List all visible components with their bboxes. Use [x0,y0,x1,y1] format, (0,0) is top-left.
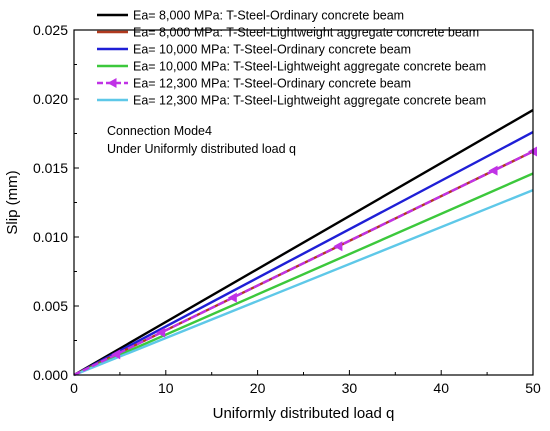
y-tick-label-2: 0.010 [33,229,68,245]
legend-label-4: Ea= 10,000 MPa: T-Steel-Lightweight aggr… [133,60,486,74]
series-line-1 [73,109,534,377]
series-5-marker-5 [488,165,498,176]
series-line-3 [73,131,534,377]
legend-marker-5 [107,78,117,88]
tick-layer: 0 10 20 30 40 50 0.000 0.005 0.010 0.015 0.020 0.02… [33,22,541,396]
legend-label-2: Ea= 8,000 MPa: T-Steel-Lightweight aggre… [133,26,479,40]
x-tick-label-4: 40 [433,380,449,396]
y-tick-label-5: 0.025 [33,22,68,38]
x-tick-label-3: 30 [342,380,358,396]
legend-label-5: Ea= 12,300 MPa: T-Steel-Ordinary concret… [133,77,411,91]
y-tick-label-4: 0.020 [33,91,68,107]
legend-label-6: Ea= 12,300 MPa: T-Steel-Lightweight aggr… [133,94,486,108]
series-5-marker-2 [156,327,166,338]
series-line-5 [73,150,534,377]
y-tick-label-1: 0.005 [33,298,68,314]
legend-label-3: Ea= 10,000 MPa: T-Steel-Ordinary concret… [133,43,411,57]
legend: Ea= 8,000 MPa: T-Steel-Ordinary concrete… [97,9,486,108]
y-axis-label: Slip (mm) [4,170,21,234]
x-tick-label-1: 10 [158,380,174,396]
series-line-6 [73,188,534,377]
x-tick-label-2: 20 [250,380,266,396]
series-line-4 [73,172,534,377]
legend-label-1: Ea= 8,000 MPa: T-Steel-Ordinary concrete… [133,9,404,23]
y-tick-label-3: 0.015 [33,160,68,176]
annotation-load: Under Uniformly distributed load q [107,142,296,156]
annotation-mode: Connection Mode4 [107,124,212,138]
x-axis-label: Uniformly distributed load q [213,405,395,422]
series-5-marker-3 [227,292,237,303]
x-tick-label-5: 50 [525,380,541,396]
x-tick-label-0: 0 [70,380,78,396]
series-5-marker-1 [111,349,121,360]
series-5-marker-4 [333,241,343,252]
y-tick-label-0: 0.000 [33,367,68,383]
